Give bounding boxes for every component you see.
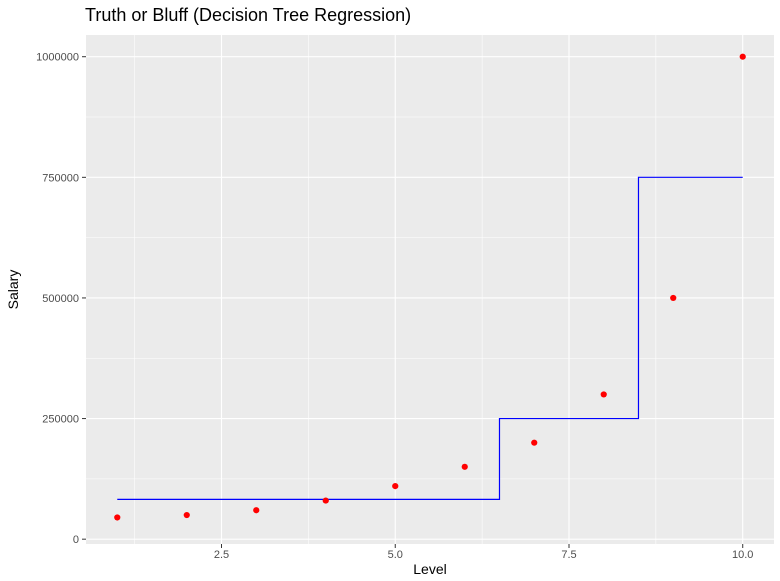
data-point <box>322 497 329 504</box>
data-point <box>253 507 260 514</box>
points-layer <box>114 53 746 521</box>
data-point <box>461 463 468 470</box>
data-point <box>600 391 607 398</box>
chart-title: Truth or Bluff (Decision Tree Regression… <box>85 5 411 25</box>
x-axis-title: Level <box>413 561 446 577</box>
y-tick-label: 1000000 <box>36 52 79 64</box>
y-axis: 0 250000 500000 750000 1000000 <box>36 52 86 546</box>
y-tick-label: 250000 <box>42 414 79 426</box>
step-line <box>117 176 743 500</box>
x-tick-label: 10.0 <box>732 549 753 561</box>
y-axis-title: Salary <box>5 270 21 310</box>
data-point <box>114 514 121 521</box>
data-point <box>670 294 677 302</box>
x-tick-label: 5.0 <box>388 549 403 561</box>
x-tick-label: 2.5 <box>214 549 229 561</box>
grid-major <box>86 35 774 544</box>
y-tick-label: 0 <box>73 534 79 546</box>
step-line-layer <box>117 176 743 500</box>
grid-minor <box>86 35 774 544</box>
data-point <box>183 511 190 519</box>
x-tick-label: 7.5 <box>561 549 576 561</box>
x-axis: 2.5 5.0 7.5 10.0 <box>214 544 753 561</box>
data-point <box>739 53 746 60</box>
data-point <box>392 483 399 490</box>
data-point <box>531 439 538 446</box>
plot-panel <box>86 35 774 544</box>
y-tick-label: 750000 <box>42 172 79 184</box>
y-tick-label: 500000 <box>42 293 79 305</box>
